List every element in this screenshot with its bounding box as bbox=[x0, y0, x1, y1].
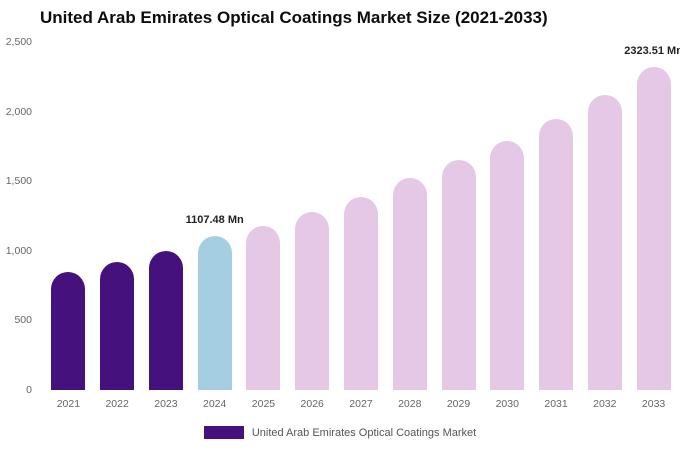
x-tick-label: 2029 bbox=[446, 398, 471, 410]
bar-slot-2023 bbox=[142, 42, 191, 390]
bar-slot-2026 bbox=[288, 42, 337, 390]
x-tick-label: 2032 bbox=[593, 398, 617, 410]
x-tick-label: 2022 bbox=[105, 398, 129, 410]
bar-slot-2029 bbox=[434, 42, 483, 390]
legend: United Arab Emirates Optical Coatings Ma… bbox=[0, 426, 680, 439]
bar-slot-2032 bbox=[580, 42, 629, 390]
x-tick-label: 2033 bbox=[641, 398, 666, 410]
x-tick-label: 2024 bbox=[203, 398, 227, 410]
bar-slot-2022 bbox=[93, 42, 142, 390]
bar-2029 bbox=[441, 160, 476, 390]
bar-slot-2021 bbox=[44, 42, 93, 390]
bar-slot-2024: 1107.48 Mn bbox=[186, 42, 244, 390]
bar-slot-2027 bbox=[337, 42, 386, 390]
y-tick-label: 1,000 bbox=[5, 244, 32, 257]
y-tick-label: 2,000 bbox=[5, 105, 32, 118]
y-tick-label: 2,500 bbox=[5, 36, 32, 48]
x-tick-label: 2025 bbox=[251, 398, 276, 410]
x-tick-label: 2028 bbox=[398, 398, 422, 410]
bar-slot-2030 bbox=[483, 42, 532, 390]
x-tick-label: 2031 bbox=[544, 398, 568, 410]
x-tick-label: 2021 bbox=[56, 398, 81, 410]
bar-2024 bbox=[197, 235, 232, 390]
data-label-2024: 1107.48 Mn bbox=[185, 213, 244, 226]
bar-2027 bbox=[343, 196, 378, 390]
chart-title: United Arab Emirates Optical Coatings Ma… bbox=[40, 8, 548, 27]
bar-slot-2033: 2323.51 Mn bbox=[624, 42, 680, 390]
y-tick-label: 1,500 bbox=[5, 175, 32, 188]
y-tick-label: 0 bbox=[26, 384, 32, 396]
bar-2030 bbox=[490, 140, 525, 390]
bar-slot-2031 bbox=[532, 42, 581, 390]
x-tick-label: 2030 bbox=[495, 398, 519, 410]
bar-2031 bbox=[539, 118, 574, 390]
y-axis: 0 500 1,000 1,500 2,000 2,500 bbox=[0, 36, 36, 396]
bar-2033 bbox=[636, 66, 671, 390]
bar-2022 bbox=[100, 261, 135, 390]
y-tick-label: 500 bbox=[14, 314, 32, 327]
x-tick-label: 2026 bbox=[300, 398, 324, 410]
bar-2023 bbox=[148, 250, 183, 390]
bar-2021 bbox=[51, 271, 86, 390]
x-axis: 2021 2022 2023 2024 2025 2026 2027 2028 2029 2030… bbox=[44, 398, 678, 410]
x-tick-label: 2027 bbox=[349, 398, 373, 410]
bar-2026 bbox=[295, 211, 330, 390]
bar-slot-2028 bbox=[385, 42, 434, 390]
bar-2025 bbox=[246, 225, 281, 390]
data-label-2033: 2323.51 Mn bbox=[624, 44, 680, 57]
bar-2032 bbox=[587, 94, 622, 390]
plot-area: 1107.48 Mn 2323.51 Mn bbox=[44, 42, 680, 390]
bar-2028 bbox=[392, 178, 427, 390]
legend-label: United Arab Emirates Optical Coatings Ma… bbox=[251, 426, 477, 439]
bar-slot-2025 bbox=[239, 42, 288, 390]
x-tick-label: 2023 bbox=[154, 398, 178, 410]
legend-swatch bbox=[203, 426, 244, 439]
